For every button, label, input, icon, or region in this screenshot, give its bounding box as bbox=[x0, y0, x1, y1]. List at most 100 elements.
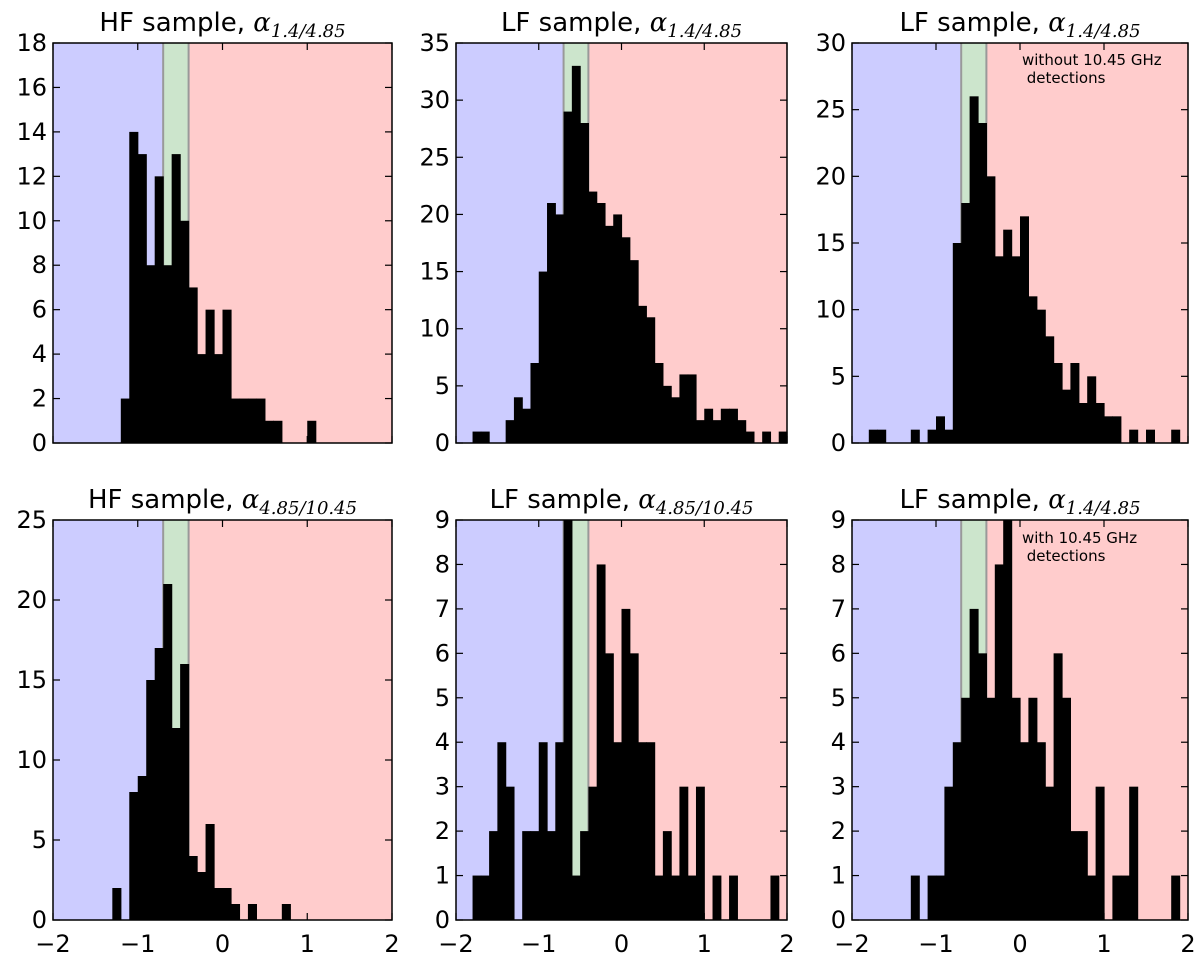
flat-spectrum-region bbox=[188, 520, 392, 920]
histogram-bar bbox=[629, 260, 639, 443]
y-tick-label: 12 bbox=[16, 162, 47, 190]
histogram-bar bbox=[563, 111, 573, 444]
histogram-bar bbox=[522, 408, 532, 443]
x-tick-label: −1 bbox=[521, 930, 556, 958]
x-tick-label: 2 bbox=[779, 930, 794, 958]
histogram-bar bbox=[180, 220, 190, 443]
histogram-bar bbox=[1020, 216, 1029, 443]
y-tick-label: 4 bbox=[831, 728, 846, 756]
y-tick-label: 5 bbox=[32, 826, 47, 854]
histogram-bar bbox=[1129, 429, 1139, 443]
histogram-bar bbox=[613, 742, 623, 920]
x-tick-label: 1 bbox=[697, 930, 712, 958]
histogram-bar bbox=[695, 420, 705, 443]
panel-bottom-middle: 0 1 2 3 4 5 6 7 8 9 −2 −1 0 1 2 LF sample, α4.85/10.45 bbox=[435, 485, 795, 958]
histogram-bar bbox=[770, 875, 780, 920]
histogram-bar bbox=[969, 608, 979, 920]
histogram-bar bbox=[596, 203, 606, 443]
x-tick-label: 1 bbox=[300, 930, 315, 958]
histogram-bar bbox=[1129, 786, 1139, 920]
histogram-bar bbox=[513, 397, 523, 443]
y-tick-label: 9 bbox=[435, 506, 450, 534]
y-tick-label: 5 bbox=[831, 684, 846, 712]
histogram-bar bbox=[671, 875, 681, 920]
y-tick-label: 18 bbox=[16, 29, 47, 57]
histogram-bar bbox=[197, 872, 207, 920]
histogram-bar bbox=[247, 904, 257, 920]
panel-top-middle: 0 5 10 15 20 25 30 35 LF sample, α1.4/4.85 bbox=[419, 8, 788, 457]
histogram-bar bbox=[978, 123, 987, 443]
histogram-bar bbox=[671, 397, 681, 443]
histogram-bar bbox=[273, 420, 283, 443]
panel-title: HF sample, α4.85/10.45 bbox=[88, 485, 357, 519]
histogram-bar bbox=[877, 429, 887, 443]
histogram-bar bbox=[944, 786, 954, 920]
panel-bottom-left: 0 5 10 15 20 25 −2 −1 0 1 2 HF sample, α4.85/10.45 bbox=[16, 485, 399, 958]
histogram-bar bbox=[729, 408, 738, 443]
y-tick-label: 2 bbox=[831, 817, 846, 845]
y-tick-label: 0 bbox=[32, 906, 47, 934]
histogram-bar bbox=[638, 742, 647, 920]
histogram-bar bbox=[986, 176, 996, 444]
histogram-bar bbox=[129, 131, 139, 443]
histogram-bar bbox=[1104, 416, 1113, 443]
y-tick-label: 30 bbox=[419, 86, 450, 114]
histogram-bar bbox=[563, 520, 573, 920]
x-tick-label: 2 bbox=[1180, 930, 1195, 958]
histogram-bar bbox=[1087, 376, 1097, 443]
histogram-bar bbox=[654, 875, 664, 920]
histogram-bar bbox=[214, 888, 224, 920]
histogram-bar bbox=[1146, 429, 1155, 443]
histogram-bar bbox=[163, 265, 173, 443]
y-tick-label: 25 bbox=[419, 143, 450, 171]
histogram-bar bbox=[778, 431, 788, 443]
histogram-bar bbox=[480, 875, 490, 920]
histogram-bar bbox=[1095, 403, 1105, 443]
histogram-bar bbox=[737, 420, 747, 443]
histogram-bar bbox=[129, 792, 139, 920]
y-tick-label: 25 bbox=[815, 96, 846, 124]
histogram-bar bbox=[927, 875, 937, 920]
histogram-bar bbox=[230, 398, 241, 443]
histogram-bar bbox=[205, 309, 215, 443]
histogram-bar bbox=[1045, 336, 1055, 443]
histogram-bar bbox=[944, 429, 954, 443]
histogram-bar bbox=[1036, 309, 1046, 443]
histogram-bar bbox=[146, 265, 156, 443]
histogram-bar bbox=[1087, 875, 1097, 920]
histogram-bar bbox=[547, 831, 556, 920]
y-tick-label: 20 bbox=[16, 586, 47, 614]
histogram-bar bbox=[868, 429, 878, 443]
histogram-bar bbox=[952, 243, 962, 443]
y-tick-label: 4 bbox=[435, 728, 450, 756]
y-tick-label: 1 bbox=[435, 862, 450, 890]
histogram-bar bbox=[247, 398, 257, 443]
histogram-bar bbox=[629, 653, 639, 920]
y-tick-label: 20 bbox=[815, 162, 846, 190]
y-tick-label: 15 bbox=[16, 666, 47, 694]
histogram-bar bbox=[472, 875, 482, 920]
panel-title: LF sample, α1.4/4.85 bbox=[899, 8, 1140, 42]
histogram-bar bbox=[1112, 416, 1122, 443]
panel-title: HF sample, α1.4/4.85 bbox=[99, 8, 345, 42]
histogram-bar bbox=[205, 824, 215, 920]
x-tick-label: −2 bbox=[834, 930, 869, 958]
histogram-bar bbox=[571, 875, 581, 920]
histogram-bar bbox=[538, 742, 548, 920]
histogram-bar bbox=[720, 408, 730, 443]
y-tick-label: 20 bbox=[419, 200, 450, 228]
histogram-bar bbox=[679, 374, 689, 443]
histogram-bar bbox=[197, 354, 207, 443]
x-tick-label: 2 bbox=[384, 930, 399, 958]
panel-annotation: with 10.45 GHz detections bbox=[1022, 529, 1137, 565]
histogram-bar bbox=[1112, 875, 1122, 920]
y-tick-label: 6 bbox=[435, 639, 450, 667]
histogram-bar bbox=[239, 398, 249, 443]
y-tick-label: 3 bbox=[435, 773, 450, 801]
histogram-bar bbox=[952, 742, 962, 920]
histogram-bar bbox=[222, 888, 232, 920]
x-tick-label: 0 bbox=[614, 930, 629, 958]
histogram-bar bbox=[505, 786, 515, 920]
histogram-bar bbox=[171, 728, 181, 920]
